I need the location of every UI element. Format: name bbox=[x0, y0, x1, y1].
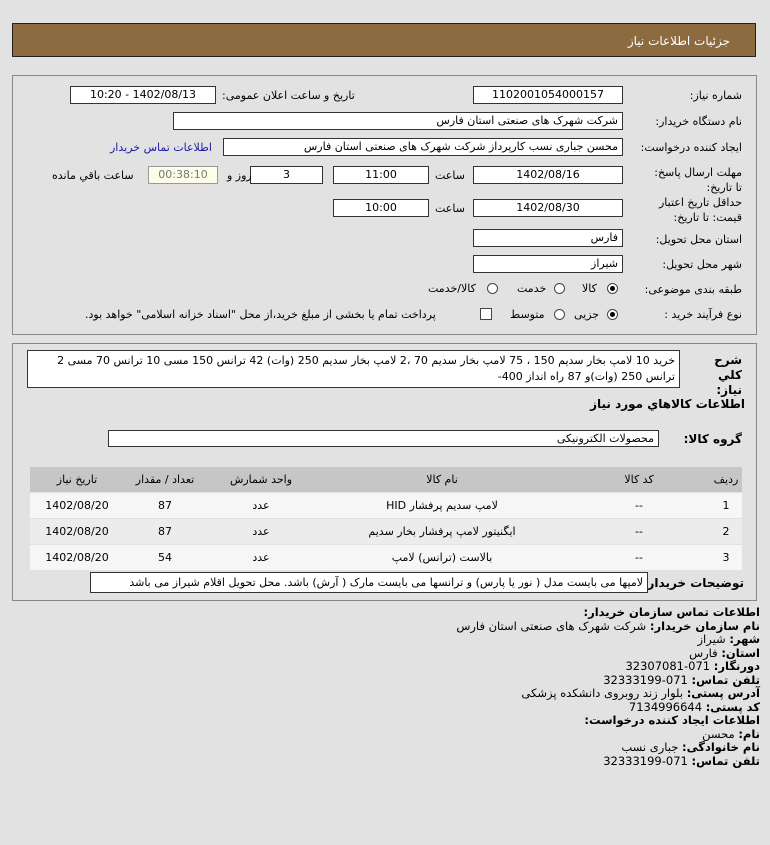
city-label: شهر: bbox=[729, 632, 760, 646]
treasury-payment-checkbox[interactable] bbox=[480, 308, 492, 320]
goods-section-title: اطلاعات کالاهاي مورد نیاز bbox=[590, 397, 745, 411]
process-radio-minor[interactable] bbox=[607, 309, 618, 320]
category-option-both: کالا/خدمت bbox=[428, 282, 476, 295]
col-row: ردیف bbox=[710, 467, 742, 493]
cell: -- bbox=[568, 544, 710, 571]
province-field: فارس bbox=[473, 229, 623, 247]
cell: عدد bbox=[206, 492, 316, 519]
validity-date-field: 1402/08/30 bbox=[473, 199, 623, 217]
province-label: استان: bbox=[721, 645, 760, 660]
col-name: نام کالا bbox=[316, 467, 568, 493]
cell: 87 bbox=[124, 492, 206, 519]
cell: لامپ سدیم پرفشار HID bbox=[316, 492, 568, 519]
announce-label: تاریخ و ساعت اعلان عمومی: bbox=[222, 89, 355, 102]
process-label: نوع فرآیند خرید : bbox=[664, 308, 742, 321]
org-label: نام سازمان خریدار: bbox=[649, 618, 760, 633]
treasury-payment-label: پرداخت تمام یا بخشی از مبلغ خرید،از محل … bbox=[85, 308, 436, 321]
category-option-service: خدمت bbox=[517, 282, 547, 295]
phone-value: 071-32333199 bbox=[603, 672, 688, 687]
creator-info-title: اطلاعات ایجاد کننده درخواست: bbox=[584, 713, 760, 727]
goods-group-label: گروه کالا: bbox=[683, 432, 742, 446]
cell: 1402/08/20 bbox=[30, 544, 124, 571]
contact-info: اطلاعات تماس سازمان خریدار: نام سازمان خ… bbox=[456, 605, 760, 768]
buyer-contact-link[interactable]: اطلاعات تماس خریدار bbox=[110, 141, 212, 154]
buyer-notes-label: توضیحات خریدار: bbox=[642, 576, 744, 590]
col-qty: تعداد / مقدار bbox=[124, 467, 206, 493]
category-option-goods: کالا bbox=[582, 282, 597, 295]
category-radio-service[interactable] bbox=[554, 283, 565, 294]
creator-field: محسن جباری نسب کارپرداز شرکت شهرک های صن… bbox=[223, 138, 623, 156]
cell: 87 bbox=[124, 518, 206, 545]
buyer-org-field: شرکت شهرک های صنعتی استان فارس bbox=[173, 112, 623, 130]
city-label: شهر محل تحویل: bbox=[662, 258, 742, 271]
name-label: نام: bbox=[738, 726, 760, 741]
fax-label: دورنگار: bbox=[713, 659, 760, 673]
postal-value: 7134996644 bbox=[628, 699, 703, 714]
table-header-row: ردیف کد کالا نام کالا واحد شمارش تعداد /… bbox=[30, 467, 742, 493]
org-value: شرکت شهرک های صنعتی استان فارس bbox=[456, 618, 647, 633]
table-row: 2 -- ایگنیتور لامپ پرفشار بخار سدیم عدد 87 14… bbox=[30, 518, 742, 545]
fax-value: 071-32307081 bbox=[625, 659, 711, 673]
goods-table: ردیف کد کالا نام کالا واحد شمارش تعداد /… bbox=[30, 467, 742, 571]
page-header: جزئیات اطلاعات نیاز bbox=[12, 23, 756, 57]
category-label: طبقه بندی موضوعی: bbox=[644, 283, 742, 296]
remaining-label: ساعت باقي مانده bbox=[52, 169, 134, 182]
cell: 1402/08/20 bbox=[30, 518, 124, 545]
deadline-label: مهلت ارسال پاسخ: تا تاریخ: bbox=[654, 166, 742, 194]
cell: 54 bbox=[124, 544, 206, 571]
col-code: کد کالا bbox=[568, 467, 710, 493]
name-value: محسن bbox=[702, 726, 735, 741]
cell: عدد bbox=[206, 544, 316, 571]
description-label: شرح کلي نیاز: bbox=[714, 353, 742, 397]
cell: عدد bbox=[206, 518, 316, 545]
contact-title: اطلاعات تماس سازمان خریدار: bbox=[583, 605, 760, 619]
province-label: استان محل تحویل: bbox=[655, 233, 742, 246]
cell: ایگنیتور لامپ پرفشار بخار سدیم bbox=[316, 518, 568, 545]
creator-phone-label: تلفن تماس: bbox=[691, 753, 760, 768]
announce-field: 1402/08/13 - 10:20 bbox=[70, 86, 216, 104]
process-option-minor: جزیی bbox=[574, 308, 600, 321]
creator-phone-value: 071-32333199 bbox=[603, 753, 688, 768]
deadline-time-field: 11:00 bbox=[333, 166, 429, 184]
table-row: 1 -- لامپ سدیم پرفشار HID عدد 87 1402/08/20 bbox=[30, 492, 742, 519]
validity-time-field: 10:00 bbox=[333, 199, 429, 217]
cell: 3 bbox=[710, 544, 742, 571]
deadline-date-field: 1402/08/16 bbox=[473, 166, 623, 184]
validity-label: حداقل تاریخ اعتبار قیمت: تا تاریخ: bbox=[658, 196, 742, 224]
description-field: خرید 10 لامپ بخار سدیم 150 ، 75 لامپ بخا… bbox=[27, 350, 680, 388]
creator-label: ایجاد کننده درخواست: bbox=[640, 141, 742, 154]
family-label: نام خانوادگی: bbox=[682, 740, 760, 754]
family-value: جباری نسب bbox=[621, 740, 679, 754]
buyer-org-label: نام دستگاه خریدار: bbox=[655, 115, 742, 128]
cell: 2 bbox=[710, 518, 742, 545]
province-value: فارس bbox=[689, 645, 718, 660]
address-value: بلوار زند روبروی دانشکده پزشکی bbox=[521, 686, 684, 700]
col-date: تاریخ نیاز bbox=[30, 467, 124, 493]
process-option-medium: متوسط bbox=[510, 308, 545, 321]
phone-label: تلفن تماس: bbox=[691, 672, 760, 687]
cell: 1 bbox=[710, 492, 742, 519]
city-value: شیراز bbox=[697, 632, 726, 646]
days-field: 3 bbox=[250, 166, 323, 184]
table-row: 3 -- بالاست (ترانس) لامپ عدد 54 1402/08/20 bbox=[30, 544, 742, 571]
address-label: آدرس پستی: bbox=[686, 686, 760, 700]
cell: 1402/08/20 bbox=[30, 492, 124, 519]
city-field: شیراز bbox=[473, 255, 623, 273]
process-radio-medium[interactable] bbox=[554, 309, 565, 320]
col-unit: واحد شمارش bbox=[206, 467, 316, 493]
buyer-notes-field: لامپها می بایست مدل ( نور یا پارس) و ترا… bbox=[90, 572, 648, 593]
goods-group-field: محصولات الکترونیکی bbox=[108, 430, 659, 447]
need-number-label: شماره نیاز: bbox=[689, 89, 742, 102]
postal-label: کد پستی: bbox=[705, 699, 760, 714]
validity-time-label: ساعت bbox=[435, 202, 465, 215]
cell: -- bbox=[568, 518, 710, 545]
deadline-time-label: ساعت bbox=[435, 169, 465, 182]
cell: بالاست (ترانس) لامپ bbox=[316, 544, 568, 571]
cell: -- bbox=[568, 492, 710, 519]
need-number-field: 1102001054000157 bbox=[473, 86, 623, 104]
remaining-time-field: 00:38:10 bbox=[148, 166, 218, 184]
category-radio-goods[interactable] bbox=[607, 283, 618, 294]
days-label: روز و bbox=[227, 169, 252, 182]
category-radio-both[interactable] bbox=[487, 283, 498, 294]
